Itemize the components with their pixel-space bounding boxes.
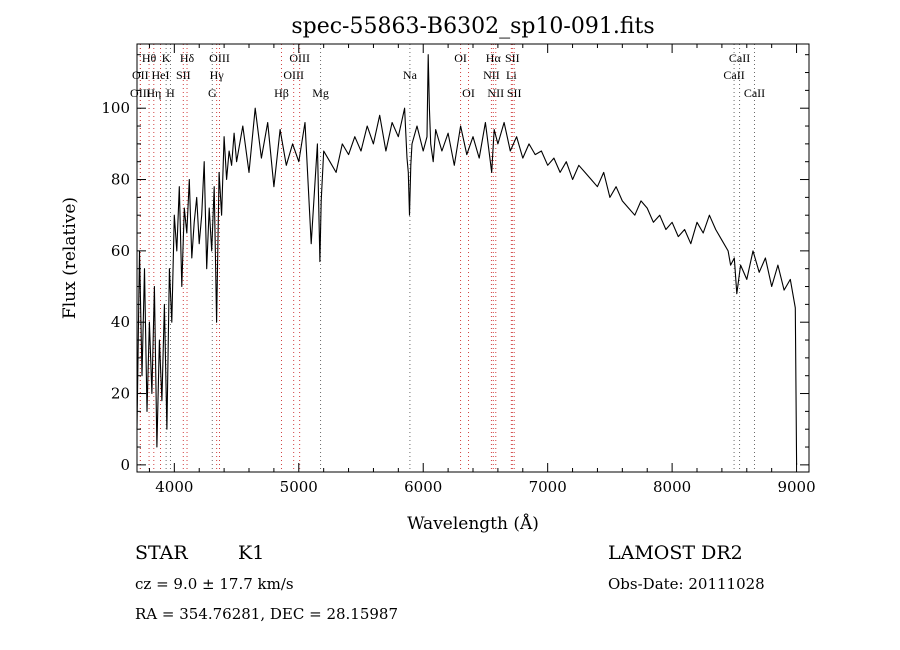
axis-ticks [137, 44, 809, 472]
x-tick-labels: 4000 5000 6000 7000 8000 9000 [155, 478, 815, 496]
spectral-line-label: K [162, 51, 171, 65]
spectral-subclass: K1 [238, 542, 264, 564]
spectral-line-label: OI [462, 86, 475, 100]
spectral-line-label: OI [454, 51, 467, 65]
y-tick-labels: 0 20 40 60 80 100 [101, 99, 130, 474]
plot-frame [136, 43, 810, 473]
spectral-line-label: OIII [289, 51, 310, 65]
spectral-line-label: CaII [723, 68, 744, 82]
spectral-line-label: Hδ [180, 51, 195, 65]
spectral-line-label: NII [487, 86, 504, 100]
y-tick-label: 0 [120, 456, 130, 474]
spectral-line-label: Hη [146, 86, 161, 100]
spectral-line-label: OIII [209, 51, 230, 65]
x-tick-label: 6000 [404, 478, 442, 496]
spectrum-series-line [136, 54, 798, 465]
spectral-line-label: Hα [486, 51, 502, 65]
x-axis-label: Wavelength (Å) [407, 513, 539, 534]
spectral-line-label: OIII [130, 86, 151, 100]
spectral-line-label: SII [176, 68, 191, 82]
y-tick-label: 40 [111, 313, 130, 331]
spectral-line-label: Mg [312, 86, 329, 100]
survey-name: LAMOST DR2 [608, 542, 743, 564]
y-tick-label: 60 [111, 242, 130, 260]
spectral-line-label: SII [505, 51, 520, 65]
obs-date-text: Obs-Date: 20111028 [608, 575, 765, 593]
spectral-line-label: Li [506, 68, 517, 82]
spectral-line-label: CaII [744, 86, 765, 100]
spectral-line-label: CaII [729, 51, 750, 65]
spectral-line-label: Hθ [142, 51, 157, 65]
spectral-line-label: Na [403, 68, 418, 82]
spectral-line-label: HeI [152, 68, 170, 82]
y-tick-label: 20 [111, 385, 130, 403]
x-tick-label: 9000 [777, 478, 815, 496]
spectral-line-markers [139, 44, 755, 472]
redshift-text: cz = 9.0 ± 17.7 km/s [135, 575, 294, 593]
y-tick-label: 80 [111, 171, 130, 189]
spectral-line-label: SII [507, 86, 522, 100]
x-tick-label: 4000 [155, 478, 193, 496]
chart-title: spec-55863-B6302_sp10-091.fits [291, 14, 654, 39]
x-tick-label: 5000 [280, 478, 318, 496]
coordinates-text: RA = 354.76281, DEC = 28.15987 [135, 605, 398, 623]
spectral-line-label: NII [483, 68, 500, 82]
spectral-line-label: G [208, 86, 217, 100]
spectral-line-label: Hβ [274, 86, 289, 100]
y-tick-label: 100 [101, 99, 130, 117]
x-tick-label: 7000 [529, 478, 567, 496]
spectral-line-label: OII [132, 68, 149, 82]
spectral-line-label: H [166, 86, 175, 100]
y-axis-label: Flux (relative) [60, 197, 80, 319]
spectral-line-label: OIII [283, 68, 304, 82]
spectral-line-label: Hγ [210, 68, 225, 82]
object-class: STAR [135, 542, 188, 564]
x-tick-label: 8000 [653, 478, 691, 496]
